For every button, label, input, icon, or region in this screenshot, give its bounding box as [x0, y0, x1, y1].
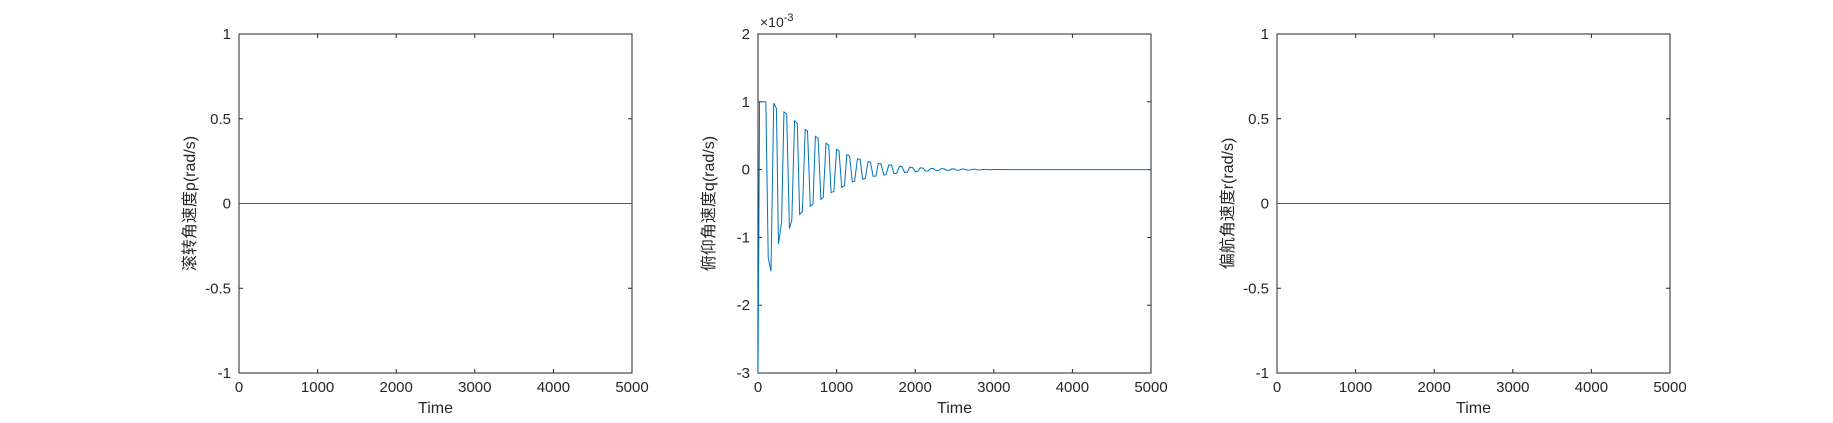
series-line-1 [758, 101, 1151, 373]
chart-panel-1: 0 1000 2000 3000 4000 5000 -1 -0.5 0 0.5 1 Time 滚转角速… [181, 26, 649, 417]
y-axis-label: 俯仰角速度q(rad/s) [700, 136, 718, 271]
y-tick-label: -0.5 [1243, 280, 1269, 297]
x-axis-label: Time [937, 400, 972, 417]
x-tick-label: 5000 [1134, 379, 1167, 396]
y-tick-label: -1 [1256, 365, 1269, 382]
x-tick-label: 0 [754, 379, 762, 396]
chart-panel-3: 0 1000 2000 3000 4000 5000 -1 -0.5 0 0.5 1 Time 偏航角速… [1219, 26, 1687, 417]
x-tick-label: 3000 [458, 379, 491, 396]
x-tick-label: 3000 [977, 379, 1010, 396]
y-axis-label: 滚转角速度p(rad/s) [181, 136, 199, 271]
x-tick-label: 3000 [1496, 379, 1529, 396]
chart-panel-2: 0 1000 2000 3000 4000 5000 -3 -2 -1 0 1 2 ×10-3 Time 俯… [700, 12, 1168, 417]
x-tick-label: 2000 [1418, 379, 1451, 396]
y-tick-label: 2 [742, 26, 750, 43]
y-tick-label: 1 [742, 94, 750, 111]
y-tick-label: -3 [737, 365, 750, 382]
y-tick-label: 0 [223, 196, 231, 213]
x-tick-label: 1000 [1339, 379, 1372, 396]
x-tick-label: 2000 [380, 379, 413, 396]
y-tick-label: -1 [218, 365, 231, 382]
x-tick-label: 2000 [899, 379, 932, 396]
y-axis-label: 偏航角速度r(rad/s) [1219, 138, 1237, 270]
y-tick-label: -0.5 [205, 280, 231, 297]
y-tick-label: 0 [742, 162, 750, 179]
x-tick-label: 0 [235, 379, 243, 396]
x-tick-label: 4000 [1056, 379, 1089, 396]
y-tick-label: 0.5 [210, 111, 231, 128]
y-tick-label: 0 [1261, 196, 1269, 213]
y-tick-label: 1 [223, 26, 231, 43]
y-tick-label: -2 [737, 297, 750, 314]
x-tick-label: 0 [1273, 379, 1281, 396]
y-tick-label: 0.5 [1248, 111, 1269, 128]
plot-area [757, 33, 1152, 374]
y-axis-exponent: ×10-3 [760, 12, 794, 30]
x-tick-label: 5000 [1653, 379, 1686, 396]
y-axis-exponent-power: -3 [784, 12, 794, 24]
y-tick-label: -1 [737, 229, 750, 246]
y-tick-label: 1 [1261, 26, 1269, 43]
x-tick-label: 5000 [615, 379, 648, 396]
x-tick-label: 1000 [301, 379, 334, 396]
x-axis-label: Time [1456, 400, 1491, 417]
x-axis-label: Time [418, 400, 453, 417]
x-tick-label: 1000 [820, 379, 853, 396]
x-tick-label: 4000 [537, 379, 570, 396]
x-tick-label: 4000 [1575, 379, 1608, 396]
